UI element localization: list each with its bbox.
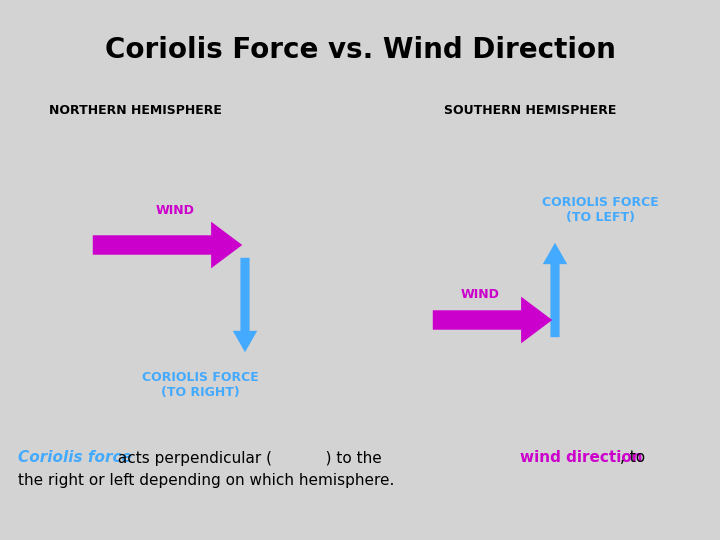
Text: wind direction: wind direction [520, 450, 643, 465]
Text: , to: , to [620, 450, 645, 465]
Text: CORIOLIS FORCE
(TO LEFT): CORIOLIS FORCE (TO LEFT) [541, 196, 658, 224]
Text: WIND: WIND [461, 288, 500, 301]
Text: SOUTHERN HEMISPHERE: SOUTHERN HEMISPHERE [444, 104, 616, 117]
Text: Coriolis force: Coriolis force [18, 450, 132, 465]
Text: WIND: WIND [156, 204, 194, 217]
Text: NORTHERN HEMISPHERE: NORTHERN HEMISPHERE [48, 104, 222, 117]
Text: acts perpendicular (           ) to the: acts perpendicular ( ) to the [113, 450, 382, 465]
Text: Coriolis Force vs. Wind Direction: Coriolis Force vs. Wind Direction [104, 36, 616, 64]
Text: the right or left depending on which hemisphere.: the right or left depending on which hem… [18, 472, 395, 488]
Text: CORIOLIS FORCE
(TO RIGHT): CORIOLIS FORCE (TO RIGHT) [142, 371, 258, 399]
